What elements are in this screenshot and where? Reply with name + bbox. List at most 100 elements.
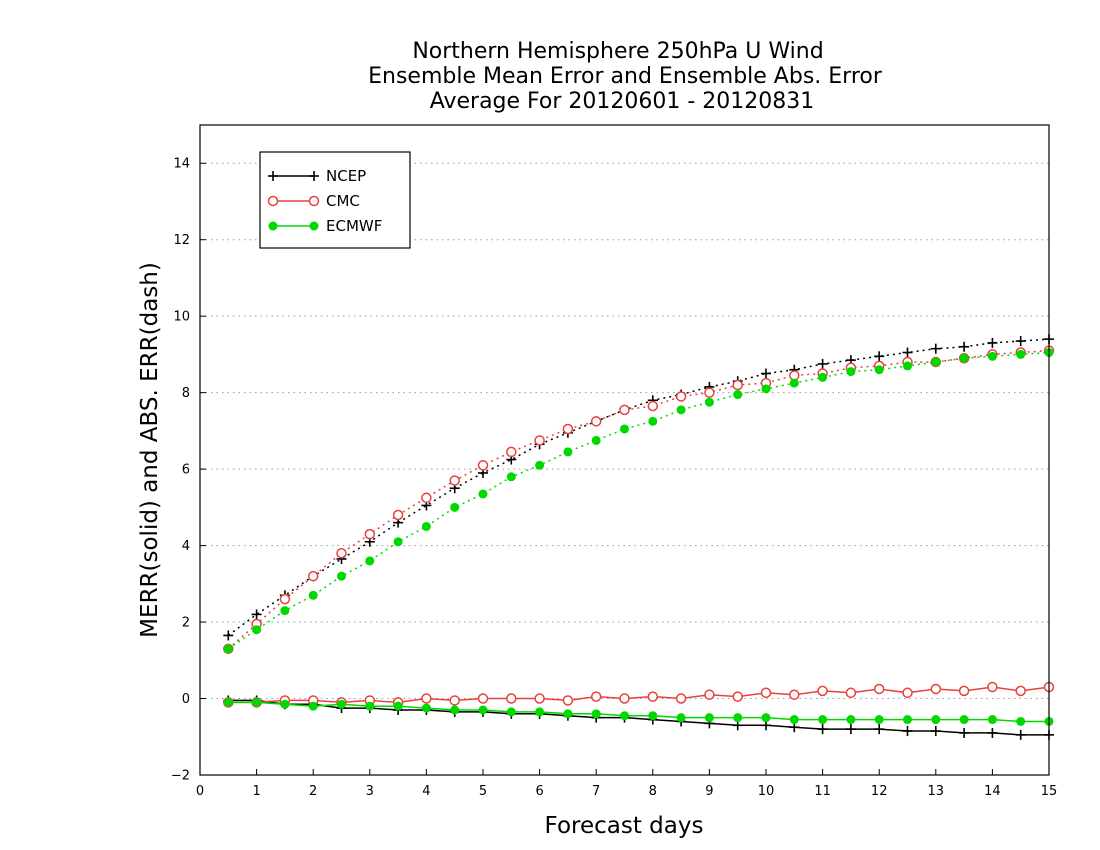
cmc-mean-err-point bbox=[760, 687, 772, 699]
cmc-abs-err-line bbox=[227, 349, 1050, 650]
cmc-mean-err-point bbox=[675, 693, 687, 704]
legend-box bbox=[259, 151, 411, 249]
ecmwf-mean-err-point bbox=[620, 711, 629, 721]
y-axis-label: MERR(solid) and ABS. ERR(dash) bbox=[137, 262, 163, 638]
ecmwf-abs-err-point bbox=[704, 397, 714, 407]
legend-ncep-marker-left bbox=[268, 171, 278, 181]
cmc-abs-err-point bbox=[590, 416, 602, 427]
ecmwf-abs-err-point bbox=[450, 502, 460, 512]
cmc-mean-err-point bbox=[421, 693, 432, 704]
ecmwf-abs-err-line bbox=[227, 351, 1050, 650]
x-tick-label: 10 bbox=[758, 784, 775, 799]
cmc-mean-err-point bbox=[449, 695, 460, 706]
legend-ncep-label: NCEP bbox=[326, 167, 366, 185]
ecmwf-mean-err-point bbox=[365, 701, 375, 711]
cmc-abs-err-point bbox=[534, 435, 545, 446]
legend-cmc-marker-right bbox=[308, 195, 320, 207]
cmc-mean-err-point bbox=[534, 693, 545, 704]
x-axis-label: Forecast days bbox=[545, 813, 704, 839]
ecmwf-mean-err-point bbox=[676, 713, 686, 723]
ncep-mean-err-point bbox=[845, 724, 856, 735]
ecmwf-mean-err-point bbox=[903, 715, 912, 725]
x-tick-label: 2 bbox=[309, 784, 317, 799]
x-tick-label: 13 bbox=[928, 784, 945, 799]
cmc-abs-err-point bbox=[562, 423, 574, 435]
chart-title: Northern Hemisphere 250hPa U Wind Ensemb… bbox=[368, 39, 883, 114]
ecmwf-mean-err-point bbox=[280, 699, 290, 709]
ncep-abs-err-point bbox=[251, 609, 262, 620]
y-tick-label: 2 bbox=[182, 616, 190, 631]
cmc-abs-err-point bbox=[307, 570, 319, 582]
chart-title-line-3: Average For 20120601 - 20120831 bbox=[430, 89, 815, 114]
x-tick-label: 3 bbox=[366, 784, 374, 799]
ncep-abs-err-line bbox=[227, 338, 1050, 637]
ecmwf-abs-err-point bbox=[365, 556, 375, 566]
ecmwf-abs-err-point bbox=[393, 537, 403, 547]
ecmwf-mean-err-point bbox=[959, 715, 969, 725]
x-tick-label: 7 bbox=[592, 784, 600, 799]
cmc-mean-err-point bbox=[647, 691, 659, 702]
ecmwf-mean-err-point bbox=[931, 715, 941, 725]
ecmwf-abs-err-point bbox=[620, 424, 629, 434]
ecmwf-mean-err-point bbox=[421, 703, 431, 713]
cmc-abs-err-point bbox=[619, 404, 630, 416]
cmc-mean-err-point bbox=[562, 695, 574, 706]
cmc-mean-err-point bbox=[902, 687, 913, 699]
legend-entries: NCEP CMC ECMWF bbox=[267, 167, 382, 235]
ecmwf-mean-err-point bbox=[223, 697, 233, 707]
cmc-mean-err-point bbox=[930, 683, 942, 695]
x-tick-label: 11 bbox=[814, 784, 831, 799]
ecmwf-mean-err-point bbox=[450, 705, 460, 715]
ncep-abs-err-point bbox=[959, 341, 970, 352]
cmc-abs-err-point bbox=[675, 391, 687, 402]
ecmwf-mean-err-point bbox=[591, 709, 601, 719]
ecmwf-abs-err-point bbox=[337, 571, 346, 581]
cmc-mean-err-point bbox=[1015, 685, 1026, 697]
cmc-abs-err-point bbox=[364, 528, 376, 540]
y-tick-label: 6 bbox=[182, 463, 190, 478]
cmc-mean-err-point bbox=[817, 685, 828, 697]
legend: NCEP CMC ECMWF bbox=[259, 151, 411, 249]
ecmwf-abs-err-point bbox=[1016, 349, 1026, 359]
y-tick-label: 8 bbox=[182, 386, 190, 401]
ncep-mean-err-point bbox=[874, 724, 885, 735]
ecmwf-mean-err-point bbox=[478, 705, 488, 715]
chart-title-line-2: Ensemble Mean Error and Ensemble Abs. Er… bbox=[368, 64, 883, 89]
ncep-abs-err-point bbox=[930, 343, 941, 354]
cmc-mean-err-line bbox=[228, 686, 1050, 704]
ecmwf-abs-err-point bbox=[903, 361, 912, 371]
x-tick-label: 12 bbox=[871, 784, 888, 799]
cmc-abs-err-point bbox=[392, 509, 404, 521]
ecmwf-mean-err-point bbox=[1016, 716, 1026, 726]
ecmwf-abs-err-point bbox=[506, 472, 516, 482]
ncep-abs-err-point bbox=[817, 358, 828, 369]
series-layer bbox=[223, 334, 1055, 740]
ecmwf-abs-err-point bbox=[733, 390, 743, 400]
ecmwf-mean-err-point bbox=[648, 711, 658, 721]
x-tick-label: 4 bbox=[422, 784, 430, 799]
ncep-mean-err-point bbox=[817, 724, 828, 735]
ecmwf-mean-err-point bbox=[252, 697, 262, 707]
ecmwf-mean-err-point bbox=[818, 715, 828, 725]
plot-frame bbox=[199, 124, 1050, 776]
chart-title-line-1: Northern Hemisphere 250hPa U Wind bbox=[412, 39, 823, 64]
ncep-mean-err-point bbox=[902, 726, 913, 737]
cmc-abs-err-point bbox=[732, 379, 743, 391]
ecmwf-abs-err-point bbox=[478, 489, 488, 499]
ecmwf-abs-err-point bbox=[252, 625, 262, 635]
x-tick-label: 1 bbox=[252, 784, 260, 799]
ecmwf-abs-err-point bbox=[987, 351, 997, 361]
legend-ecmwf-label: ECMWF bbox=[326, 217, 382, 235]
ncep-mean-err-point bbox=[987, 727, 998, 738]
x-tick-label: 8 bbox=[649, 784, 657, 799]
ecmwf-mean-err-point bbox=[535, 707, 545, 717]
ncep-abs-err-point bbox=[874, 351, 885, 362]
ncep-abs-err-point bbox=[223, 630, 234, 641]
x-tick-label: 9 bbox=[705, 784, 713, 799]
cmc-abs-err-point bbox=[506, 446, 517, 458]
cmc-mean-err-point bbox=[958, 685, 970, 697]
ecmwf-abs-err-point bbox=[591, 435, 601, 445]
cmc-abs-err-point bbox=[477, 460, 489, 471]
y-tick-label: 10 bbox=[173, 310, 190, 325]
x-tick-label: 15 bbox=[1041, 784, 1058, 799]
